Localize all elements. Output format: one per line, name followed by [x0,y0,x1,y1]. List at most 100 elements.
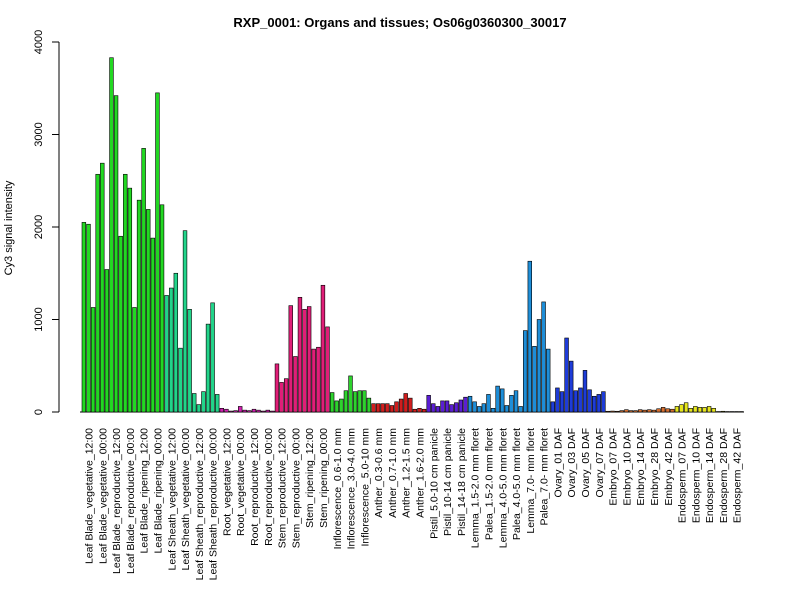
x-tick-label: Inflorescence_5.0-10 mm [359,428,371,547]
y-tick-label: 4000 [33,30,45,54]
bar [95,173,100,413]
bar [187,309,192,413]
x-tick-label: Pistil_10-14 cm panicle [442,428,454,536]
bar [306,306,312,413]
x-tick-label: Ovary_07 DAF [594,428,606,497]
bar [251,408,257,413]
bar [205,323,211,413]
x-tick-label: Leaf Blade_ripening_00:00 [152,428,164,554]
bar [224,408,229,413]
bar [403,393,408,413]
bar [348,375,353,413]
x-tick-label: Lemma_7.0- mm floret [525,428,537,534]
bar [513,390,519,413]
bar [660,407,666,413]
bar [100,162,105,413]
bar [146,209,151,413]
x-tick-label: Stem_ripening_00:00 [318,428,330,528]
bar [711,407,716,413]
bar [697,407,703,413]
bar [86,223,91,413]
bar [109,57,114,413]
bar [679,404,684,413]
bar [325,326,330,413]
bar [624,409,629,413]
x-tick-label: Endosperm_10 DAF [690,428,702,523]
bar [467,395,473,413]
bar [316,346,321,413]
bar [228,410,234,413]
x-tick-label: Anther_0.7-1.0 mm [387,428,399,518]
bar [555,387,560,413]
bar [532,346,537,413]
bar [247,410,252,413]
bar [169,287,174,413]
bar [500,388,505,413]
x-tick-label: Lemma_4.0-5.0 mm floret [497,428,509,548]
bar [628,410,634,413]
bar [619,410,624,413]
bar [546,348,551,413]
x-tick-label: Root_reproductive_00:00 [263,428,275,546]
bar [238,406,243,413]
bar [472,401,477,413]
bar [490,407,496,413]
x-tick-label: Root_vegetative_00:00 [235,428,247,536]
bar [739,411,744,413]
bar [412,408,418,413]
x-tick-label: Ovary_01 DAF [552,428,564,497]
x-tick-label: Leaf Sheath_reproductive_00:00 [208,428,220,581]
bar [601,391,606,413]
bar [104,269,110,413]
bar [136,199,142,413]
x-tick-label: Embryo_28 DAF [649,428,661,506]
bar [541,301,546,413]
bar [729,411,735,413]
x-tick-label: Stem_reproductive_00:00 [290,428,302,548]
x-tick-label: Leaf Blade_ripening_12:00 [139,428,151,554]
x-tick-label: Inflorescence_3.0-4.0 mm [346,428,358,550]
bar [192,393,197,413]
bar [164,295,169,413]
bar [454,402,459,413]
bar [329,392,335,413]
bar [463,396,468,413]
bar [113,95,119,413]
chart-title: RXP_0001: Organs and tissues; Os06g03603… [233,15,566,30]
bar [651,409,657,413]
bar [311,348,316,413]
bar [702,407,707,413]
bar [343,390,349,413]
bar [366,397,372,413]
x-tick-label: Ovary_03 DAF [566,428,578,497]
bar [536,319,542,413]
x-tick-label: Endosperm_42 DAF [732,428,744,523]
bar [444,400,450,413]
bar [256,409,261,413]
bar [426,395,431,413]
bar [375,403,381,413]
bar [182,230,188,413]
bar [132,307,137,413]
bar [564,337,569,413]
bar [178,347,183,413]
bar [610,410,615,413]
bar [81,222,87,413]
bar [518,406,523,413]
bar [481,403,487,413]
bar [683,402,689,413]
y-tick-label: 3000 [33,122,45,146]
bar [693,406,698,413]
bar [408,397,413,413]
bar [582,370,588,413]
bar [196,404,201,413]
bar [614,410,620,413]
bar [725,411,730,413]
x-tick-label: Embryo_14 DAF [635,428,647,506]
bar [380,403,385,413]
bar [215,394,220,413]
bar [435,406,441,413]
bar [90,307,96,413]
bar [431,403,436,413]
x-tick-label: Stem_reproductive_12:00 [277,428,289,548]
